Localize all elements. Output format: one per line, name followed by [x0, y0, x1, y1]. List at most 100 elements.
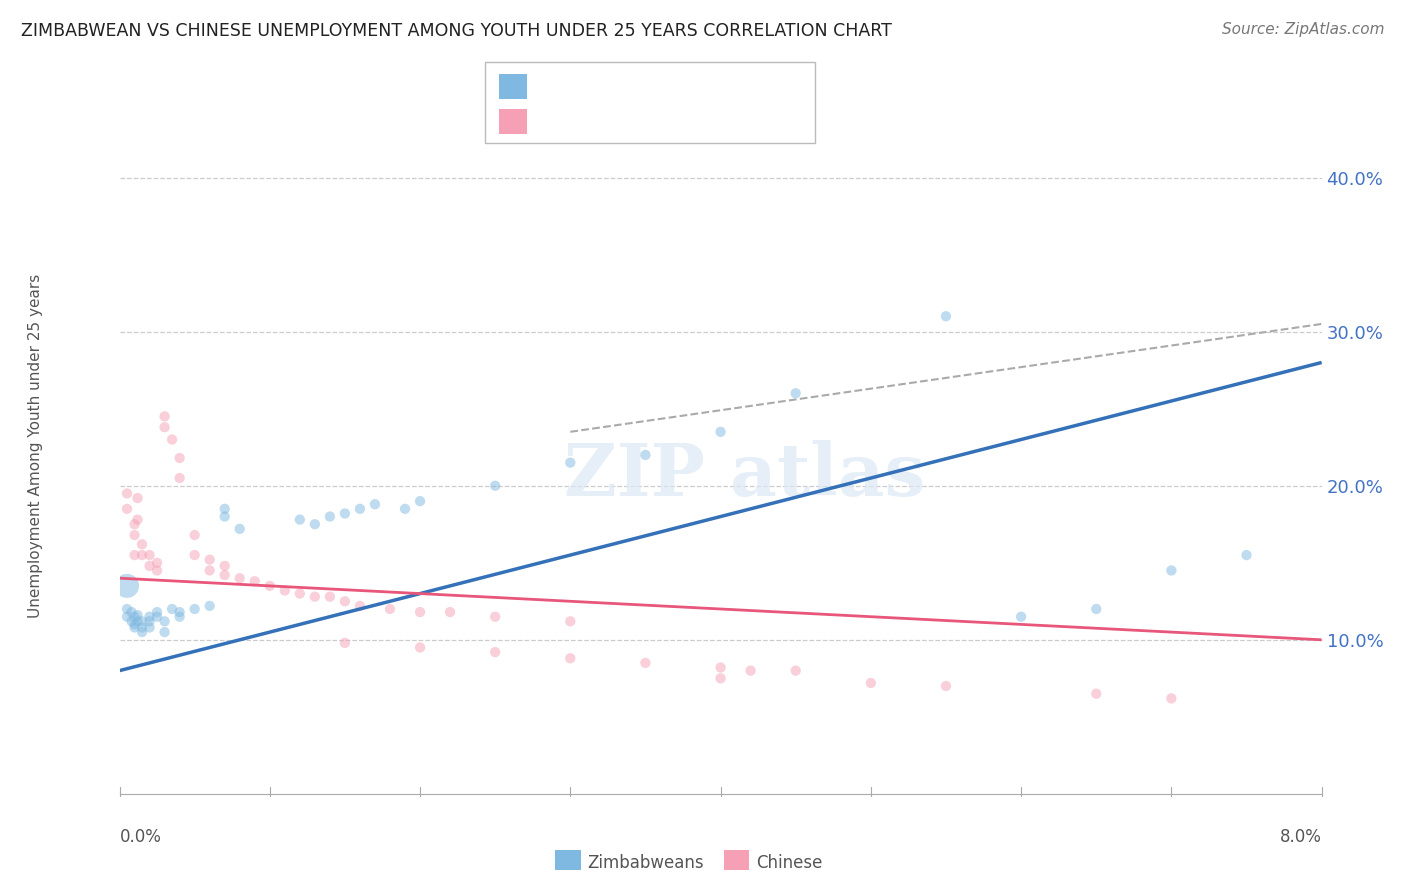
Point [198, 599, 221, 613]
Point [138, 615, 160, 629]
Point [1160, 564, 1182, 578]
Text: Unemployment Among Youth under 25 years: Unemployment Among Youth under 25 years [28, 274, 42, 618]
Point [146, 605, 169, 619]
Point [115, 602, 138, 616]
Point [131, 620, 153, 634]
Point [378, 602, 401, 616]
Point [124, 528, 146, 542]
Point [124, 548, 146, 562]
Point [349, 501, 371, 516]
Point [709, 671, 731, 685]
Text: R = -0.114   N = 52: R = -0.114 N = 52 [536, 112, 713, 130]
Point [153, 615, 176, 629]
Point [153, 420, 176, 434]
Point [127, 615, 149, 629]
Point [1160, 691, 1182, 706]
Point [214, 501, 236, 516]
Point [115, 501, 138, 516]
Point [785, 664, 807, 678]
Point [127, 608, 149, 623]
Point [138, 609, 160, 624]
Point [124, 609, 146, 624]
Point [169, 605, 191, 619]
Point [740, 664, 762, 678]
Point [785, 386, 807, 401]
Point [146, 609, 169, 624]
Point [228, 522, 252, 536]
Point [115, 486, 138, 500]
Point [319, 509, 342, 524]
Text: Source: ZipAtlas.com: Source: ZipAtlas.com [1222, 22, 1385, 37]
Point [131, 537, 153, 551]
Point [214, 509, 236, 524]
Text: Chinese: Chinese [756, 854, 823, 871]
Point [484, 645, 506, 659]
Point [409, 494, 432, 508]
Point [439, 605, 461, 619]
Point [333, 636, 356, 650]
Point [634, 656, 657, 670]
Point [124, 517, 146, 532]
Point [304, 517, 326, 532]
Point [146, 564, 169, 578]
Point [935, 310, 957, 324]
Point [319, 590, 342, 604]
Text: 0.0%: 0.0% [120, 828, 162, 846]
Point [364, 497, 387, 511]
Point [484, 479, 506, 493]
Text: 8.0%: 8.0% [1279, 828, 1322, 846]
Point [1085, 602, 1108, 616]
Point [169, 609, 191, 624]
Text: ZIP atlas: ZIP atlas [564, 440, 925, 511]
Point [124, 617, 146, 632]
Point [333, 594, 356, 608]
Point [228, 571, 252, 585]
Point [131, 615, 153, 629]
Text: R = 0.464   N = 45: R = 0.464 N = 45 [536, 78, 706, 95]
Point [1010, 609, 1032, 624]
Point [183, 602, 205, 616]
Point [709, 660, 731, 674]
Point [259, 579, 281, 593]
Point [121, 615, 143, 629]
Point [859, 676, 882, 690]
Point [121, 605, 143, 619]
Point [1236, 548, 1258, 562]
Point [560, 456, 582, 470]
Point [409, 640, 432, 655]
Point [124, 620, 146, 634]
Point [138, 558, 160, 573]
Point [243, 574, 266, 589]
Point [153, 409, 176, 424]
Point [160, 433, 183, 447]
Point [169, 471, 191, 485]
Point [131, 625, 153, 640]
Point [115, 579, 138, 593]
Point [153, 625, 176, 640]
Point [1085, 687, 1108, 701]
Point [183, 528, 205, 542]
Point [288, 513, 311, 527]
Point [288, 586, 311, 600]
Point [560, 651, 582, 665]
Text: Zimbabweans: Zimbabweans [588, 854, 704, 871]
Point [333, 507, 356, 521]
Point [138, 620, 160, 634]
Point [560, 615, 582, 629]
Point [484, 609, 506, 624]
Point [709, 425, 731, 439]
Point [138, 548, 160, 562]
Point [169, 450, 191, 465]
Point [198, 552, 221, 566]
Point [160, 602, 183, 616]
Point [634, 448, 657, 462]
Point [131, 548, 153, 562]
Point [214, 558, 236, 573]
Point [127, 491, 149, 505]
Point [349, 599, 371, 613]
Point [127, 513, 149, 527]
Point [935, 679, 957, 693]
Point [214, 568, 236, 582]
Text: ZIMBABWEAN VS CHINESE UNEMPLOYMENT AMONG YOUTH UNDER 25 YEARS CORRELATION CHART: ZIMBABWEAN VS CHINESE UNEMPLOYMENT AMONG… [21, 22, 891, 40]
Point [409, 605, 432, 619]
